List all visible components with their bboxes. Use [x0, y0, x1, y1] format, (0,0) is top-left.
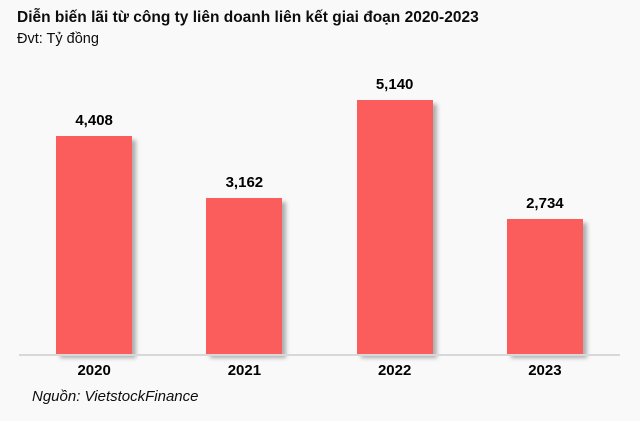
- bar-2020: [56, 136, 133, 354]
- bar-2023: [506, 219, 583, 354]
- unit-label: Đvt: Tỷ đồng: [17, 31, 99, 48]
- source-note: Nguồn: VietstockFinance: [32, 388, 199, 405]
- bar-group-2023: 2,734: [470, 64, 620, 354]
- bar-value-label: 4,408: [75, 112, 113, 129]
- bar-group-2020: 4,408: [19, 64, 169, 354]
- bar-value-label: 2,734: [526, 195, 564, 212]
- x-axis-label-2021: 2021: [227, 362, 262, 379]
- bar-value-label: 3,162: [225, 174, 264, 191]
- x-axis-line: [19, 354, 620, 356]
- bar-2021: [206, 198, 283, 354]
- chart-title: Diễn biến lãi từ công ty liên doanh liên…: [17, 9, 479, 26]
- bar-chart-plot-area: 4,408 3,162 5,140 2,734: [19, 64, 620, 354]
- bar-2022: [356, 100, 433, 354]
- x-axis-label-2020: 2020: [77, 362, 111, 379]
- chart-header: Diễn biến lãi từ công ty liên doanh liên…: [17, 8, 630, 49]
- bar-value-label: 5,140: [375, 76, 414, 93]
- x-axis-label-2023: 2023: [528, 362, 562, 379]
- bar-group-2021: 3,162: [169, 64, 319, 354]
- x-axis-label-2022: 2022: [377, 362, 412, 379]
- bar-group-2022: 5,140: [320, 64, 470, 354]
- x-axis-labels: 2020 2021 2022 2023: [19, 362, 620, 379]
